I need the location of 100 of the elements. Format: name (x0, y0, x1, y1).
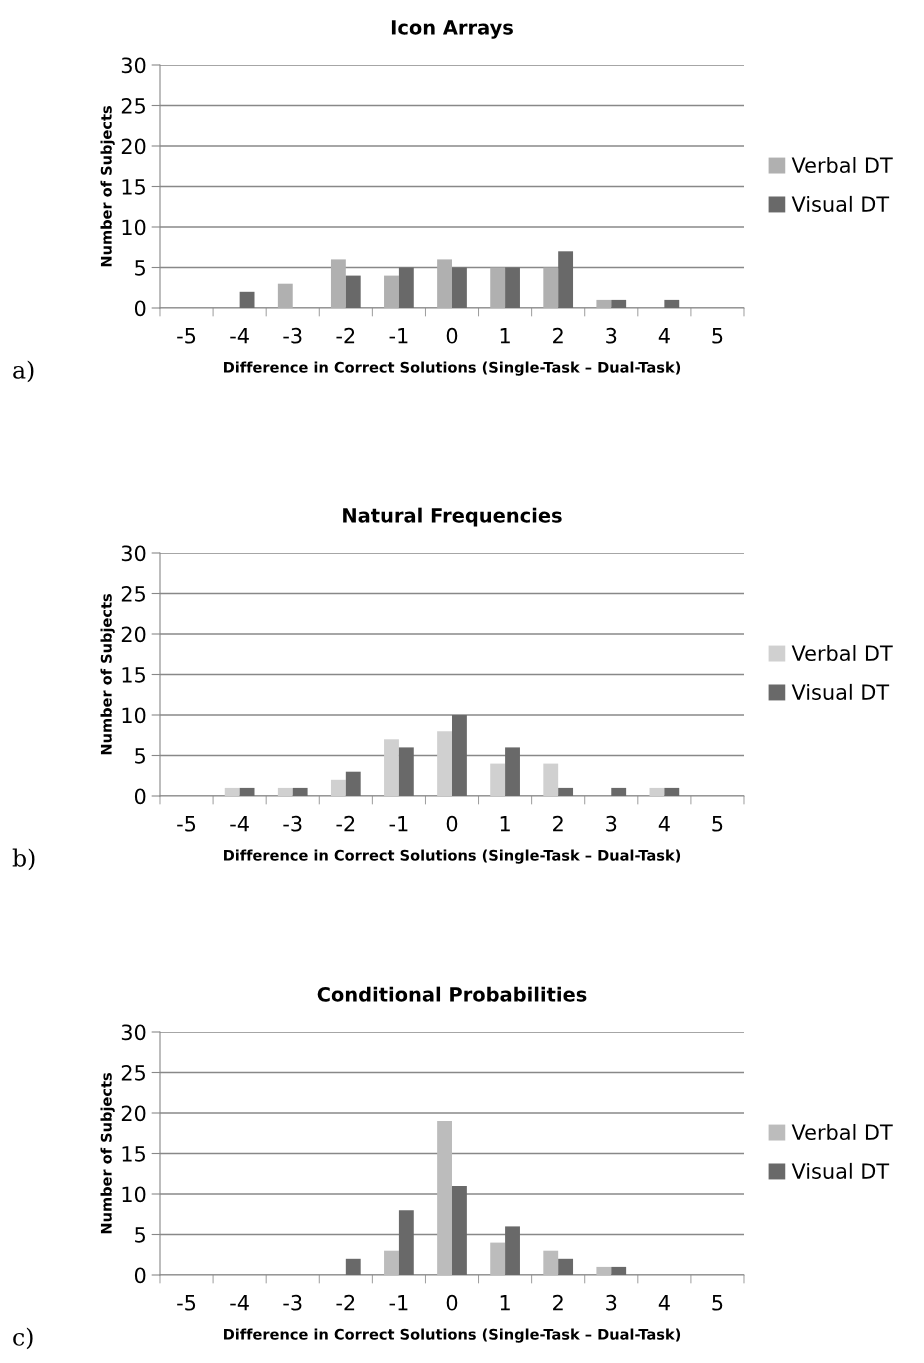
x-tick-label: -4 (230, 328, 249, 344)
x-tick-label: 5 (712, 816, 723, 832)
x-tick-label: 4 (658, 328, 670, 344)
x-tick-label: -3 (283, 327, 302, 344)
y-tick-label: 0 (134, 300, 146, 317)
y-tick-label: 5 (135, 748, 145, 764)
bar (345, 771, 361, 796)
bar (490, 1242, 506, 1275)
bar (398, 747, 414, 796)
legend-label: Verbal DT (791, 1123, 893, 1141)
bar (664, 299, 680, 308)
bar (596, 1266, 612, 1275)
bar (490, 267, 506, 308)
x-tick-label: -2 (336, 1294, 355, 1311)
legend-label: Verbal DT (791, 644, 893, 662)
y-axis-title: Number of Subjects (100, 594, 115, 755)
bar (543, 1250, 559, 1275)
x-axis-title: Difference in Correct Solutions (Single-Task – Dual-Task) (224, 1328, 681, 1343)
bar (558, 1258, 574, 1275)
x-tick-label: -2 (336, 327, 355, 344)
legend-label: Visual DT (791, 195, 890, 212)
y-tick-label: 5 (135, 1227, 145, 1243)
bar (398, 1210, 414, 1275)
text: c) (13, 1327, 33, 1350)
chart-title: Natural Frequencies (343, 507, 562, 527)
x-tick-label: -1 (389, 1295, 408, 1311)
bar (611, 1266, 627, 1275)
y-tick-label: 20 (121, 138, 146, 155)
bar (505, 1226, 520, 1275)
x-tick-label: 2 (553, 327, 563, 344)
text: b) (12, 848, 35, 871)
y-tick-label: 20 (121, 626, 146, 643)
x-axis-title: Difference in Correct Solutions (Single-Task – Dual-Task) (224, 849, 681, 864)
bar (384, 1250, 399, 1275)
bar (437, 1121, 452, 1275)
bar (490, 763, 506, 796)
y-tick-label: 30 (121, 1024, 146, 1041)
bar (437, 259, 452, 308)
x-tick-label: -5 (177, 328, 196, 344)
x-tick-label: -5 (177, 816, 196, 832)
y-axis-title: Number of Subjects (100, 1073, 115, 1234)
x-tick-label: -1 (389, 328, 408, 344)
bar (330, 779, 346, 796)
bar (649, 787, 665, 796)
x-tick-label: 3 (606, 1294, 617, 1311)
bar (345, 1258, 361, 1275)
x-tick-label: 4 (658, 1295, 670, 1311)
bar (452, 715, 467, 796)
bar (224, 787, 240, 796)
bar (277, 787, 293, 796)
bar (239, 787, 255, 796)
legend-label: Visual DT (791, 683, 890, 700)
y-tick-label: 0 (134, 1267, 146, 1284)
x-tick-label: -2 (336, 815, 355, 832)
bar (239, 291, 255, 308)
bar (345, 275, 361, 308)
x-tick-label: -3 (283, 815, 302, 832)
bar (558, 251, 574, 308)
y-tick-label: 20 (121, 1105, 146, 1122)
bar (292, 787, 308, 796)
bar (398, 267, 414, 308)
bar (277, 283, 293, 308)
y-axis-title: Number of Subjects (100, 106, 115, 267)
bar (452, 1185, 467, 1275)
bar (505, 267, 520, 308)
y-tick-label: 30 (121, 545, 146, 562)
x-tick-label: -3 (283, 1294, 302, 1311)
bar (543, 763, 559, 796)
x-tick-label: -1 (389, 816, 408, 832)
y-tick-label: 10 (122, 1186, 146, 1203)
x-tick-label: 5 (712, 328, 723, 344)
x-tick-label: 5 (712, 1295, 723, 1311)
chart-title: Conditional Probabilities (317, 986, 587, 1002)
bar (664, 787, 680, 796)
x-tick-label: 1 (500, 1295, 510, 1311)
y-tick-label: 5 (135, 260, 145, 276)
legend-label: Verbal DT (791, 156, 893, 174)
x-tick-label: 3 (606, 815, 617, 832)
x-tick-label: -4 (230, 816, 249, 832)
bar (558, 787, 574, 796)
x-tick-label: 1 (500, 328, 510, 344)
bar (384, 739, 399, 796)
x-tick-label: 0 (446, 1294, 458, 1311)
y-tick-label: 0 (134, 788, 146, 805)
y-tick-label: 15 (122, 667, 145, 683)
y-tick-label: 10 (122, 707, 146, 724)
bar (437, 731, 452, 796)
x-axis-title: Difference in Correct Solutions (Single-Task – Dual-Task) (224, 361, 681, 376)
x-tick-label: 4 (658, 816, 670, 832)
y-tick-label: 25 (121, 585, 145, 602)
bar (384, 275, 399, 308)
y-tick-label: 25 (121, 97, 145, 114)
x-tick-label: -5 (177, 1295, 196, 1311)
y-tick-label: 15 (122, 1146, 145, 1162)
y-tick-label: 30 (121, 57, 146, 74)
x-tick-label: 0 (446, 815, 458, 832)
y-tick-label: 25 (121, 1064, 145, 1081)
text: a) (13, 360, 34, 383)
y-tick-label: 15 (122, 179, 145, 195)
x-tick-label: 3 (606, 327, 617, 344)
